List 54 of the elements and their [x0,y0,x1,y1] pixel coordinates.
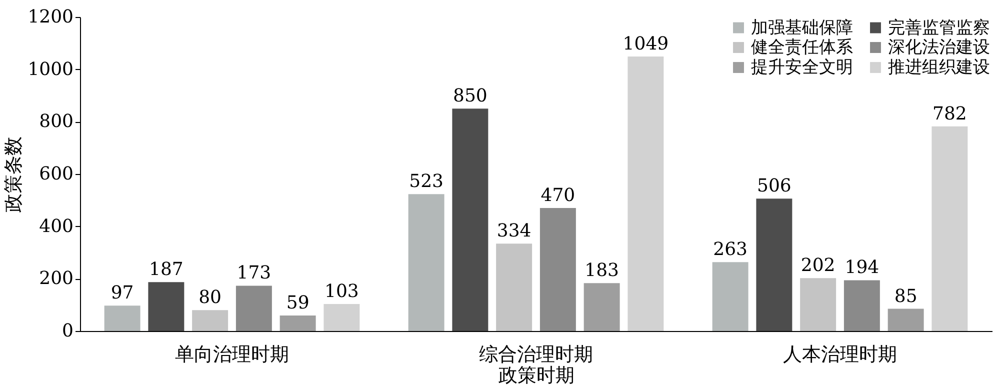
data-label: 59 [286,292,310,314]
bar [756,198,792,331]
x-axis-title: 政策时期 [498,364,574,386]
data-label: 173 [236,262,272,284]
y-tick-label: 1000 [28,58,74,80]
data-label: 506 [757,176,792,197]
legend-label: 健全责任体系 [751,38,853,58]
data-label: 85 [894,286,918,307]
data-label: 97 [110,282,134,304]
data-label: 202 [800,255,836,276]
y-tick-label: 800 [39,111,74,132]
bar [452,108,488,331]
data-label: 103 [324,281,359,302]
legend-label: 加强基础保障 [751,18,853,38]
bar [192,310,228,331]
x-tick-label: 综合治理时期 [479,344,593,366]
bar [584,283,620,331]
legend-label: 完善监管监察 [888,18,990,38]
data-label: 1049 [622,34,669,55]
data-label: 187 [149,259,184,280]
y-tick-label: 0 [62,320,74,342]
bar [712,262,748,331]
bar [800,278,836,331]
bar [408,194,444,331]
data-label: 334 [496,220,532,242]
y-tick-label: 200 [39,268,74,290]
x-tick-label: 人本治理时期 [783,344,897,366]
bar [236,286,272,331]
data-label: 263 [713,239,748,260]
bar [280,316,316,331]
data-label: 523 [409,171,444,192]
bar [148,282,184,331]
y-tick-label: 400 [39,216,74,237]
legend-label: 推进组织建设 [888,58,990,78]
bar [104,306,140,331]
legend-label: 提升安全文明 [751,58,853,78]
data-label: 850 [453,86,488,107]
data-label: 194 [844,257,880,278]
y-axis-title: 政策条数 [2,136,25,212]
bar [844,280,880,331]
data-label: 470 [540,185,576,206]
y-tick-label: 1200 [28,6,74,28]
bar [888,308,924,331]
bar [628,56,664,331]
x-tick-label: 单向治理时期 [175,344,289,366]
data-label: 183 [584,260,619,282]
data-label: 80 [198,287,222,308]
data-label: 782 [932,103,967,124]
bar [540,208,576,331]
bar [932,126,968,331]
bar [496,244,532,331]
bar [324,304,360,331]
y-tick-label: 600 [39,164,74,184]
legend-label: 深化法治建设 [888,38,990,58]
